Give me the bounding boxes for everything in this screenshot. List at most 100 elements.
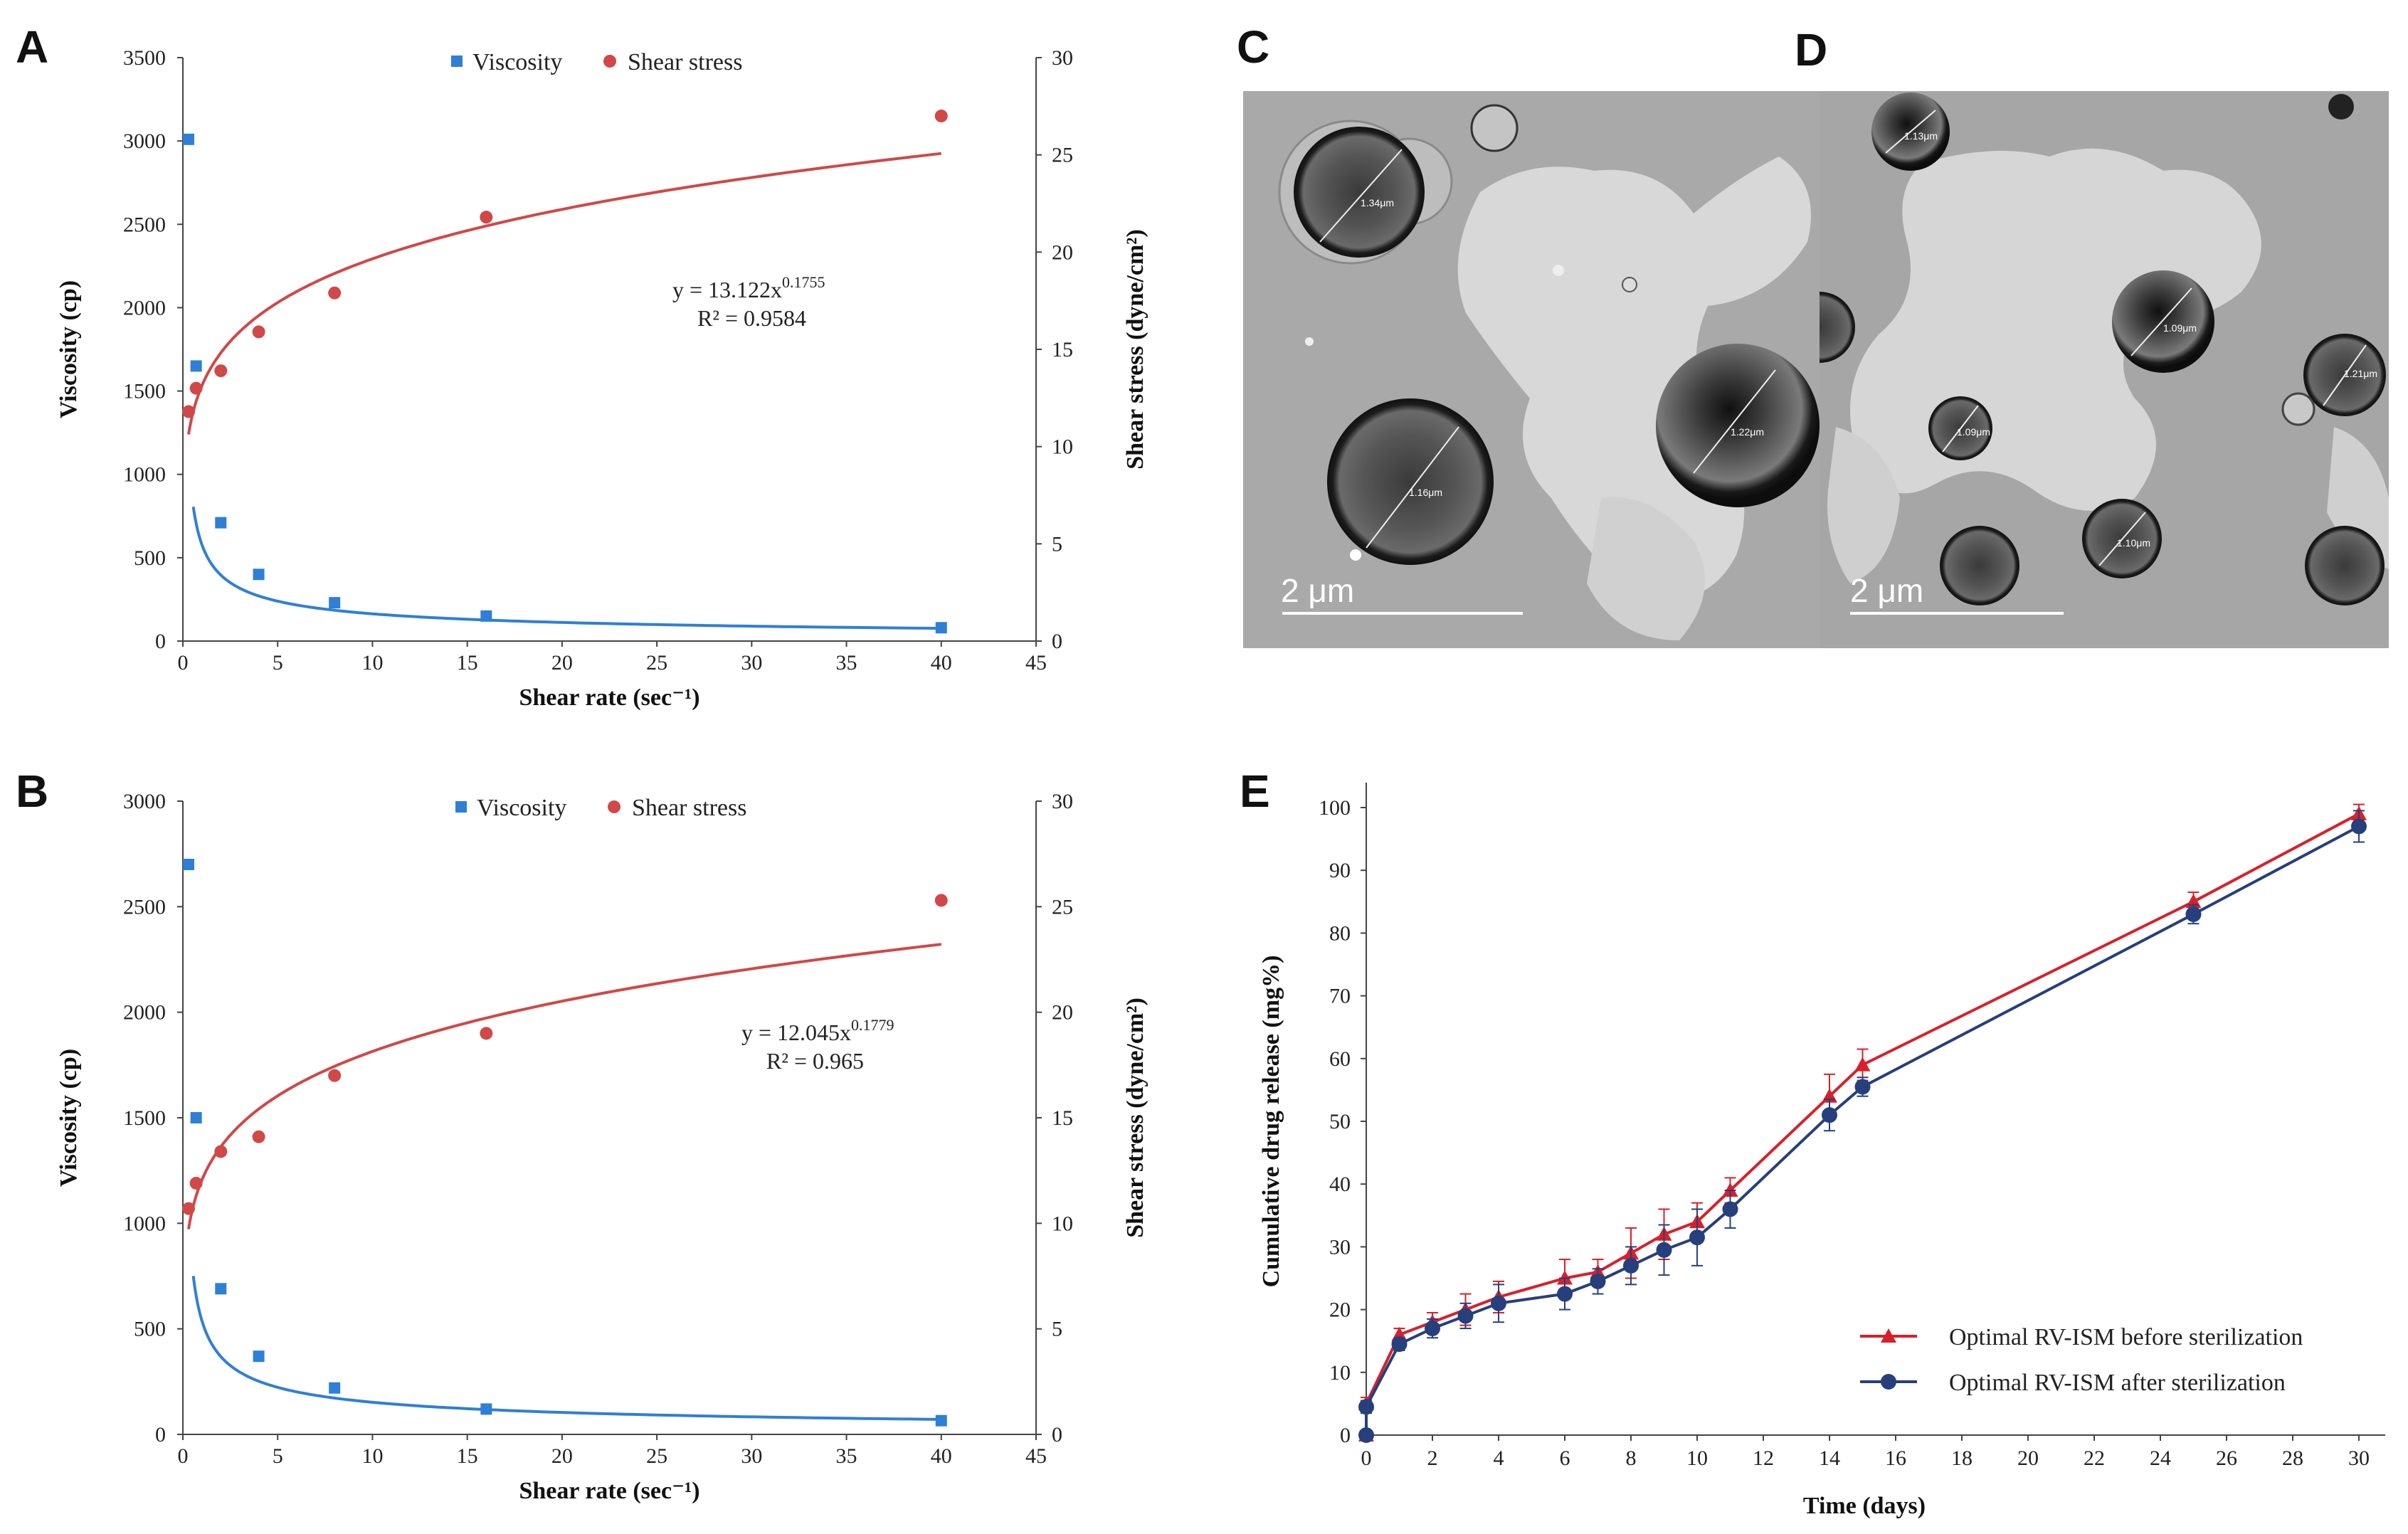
x-tick-label: 14: [1819, 1446, 1840, 1470]
data-point-after: [1822, 1107, 1837, 1123]
y2-tick-label: 5: [1052, 1318, 1062, 1341]
data-point-after: [1854, 1079, 1871, 1095]
y-tick-label: 1500: [123, 1106, 166, 1130]
data-point-after: [1358, 1427, 1374, 1443]
data-point-viscosity: [480, 1403, 492, 1415]
y2-axis-title: Shear stress (dyne/cm²): [1122, 998, 1148, 1238]
y-tick-label: 1000: [123, 463, 166, 487]
x-tick-label: 10: [361, 1444, 383, 1468]
y2-axis-title: Shear stress (dyne/cm²): [1122, 229, 1148, 470]
data-point-after: [1391, 1336, 1408, 1353]
x-tick-label: 6: [1560, 1446, 1570, 1470]
y2-tick-label: 30: [1052, 46, 1073, 70]
y-tick-label: 1000: [123, 1212, 166, 1235]
data-point-viscosity: [190, 360, 202, 372]
panel-label-e: E: [1240, 766, 1270, 817]
micrograph-c: 1.34μm 1.16μm 1.22μm 2 μm: [1243, 91, 1820, 648]
legend-marker-viscosity: [451, 55, 463, 67]
panel-label-c: C: [1237, 21, 1269, 73]
y-tick-label: 30: [1329, 1235, 1351, 1259]
trendline-equation: y = 13.122x0.1755: [672, 273, 825, 302]
micrograph-c-measure-3: 1.22μm: [1731, 426, 1764, 438]
y-tick-label: 50: [1329, 1110, 1351, 1133]
legend-marker-shear-stress: [603, 55, 616, 68]
y-tick-label: 90: [1329, 859, 1351, 882]
micrograph-c-droplet: [1327, 398, 1494, 565]
data-point-shear-stress: [214, 1145, 228, 1158]
data-point-shear-stress: [328, 1069, 342, 1082]
x-tick-label: 40: [931, 1444, 952, 1468]
legend-label-viscosity: Viscosity: [472, 49, 562, 75]
x-tick-label: 5: [273, 1444, 283, 1468]
x-tick-label: 40: [931, 651, 952, 675]
trendline-exponent: 0.1755: [782, 273, 825, 291]
y-tick-label: 3500: [123, 46, 166, 70]
y-tick-label: 3000: [123, 129, 166, 153]
x-tick-label: 0: [178, 1444, 189, 1468]
series-line-before: [1365, 813, 2360, 1435]
micrograph-d: 1.13μm 1.09μm 1.21μm 1.09μm 1.10μm 2 μm: [1820, 91, 2389, 648]
data-point-shear-stress: [480, 1027, 493, 1040]
x-tick-label: 30: [2348, 1446, 2370, 1470]
data-point-after: [1425, 1321, 1440, 1337]
y-tick-label: 0: [155, 1423, 166, 1446]
x-tick-label: 25: [646, 651, 667, 675]
legend-marker-before: [1881, 1328, 1896, 1343]
chart-b-rheology: 0 5 10 15 20 25 30 35 40 450500100015002000250030…: [56, 790, 1148, 1504]
data-point-after: [1656, 1242, 1672, 1258]
y-axis-title: Viscosity (cp): [56, 1049, 82, 1187]
data-point-after: [1457, 1308, 1474, 1324]
micrograph-d-measure-4: 1.09μm: [1957, 426, 1990, 438]
data-point-viscosity: [182, 859, 194, 870]
trendline-viscosity: [191, 506, 941, 630]
x-tick-label: 15: [457, 651, 478, 675]
micrograph-d-droplet: [1820, 292, 1855, 363]
y2-tick-label: 0: [1052, 630, 1062, 653]
data-point-viscosity: [935, 622, 947, 634]
legend-marker-after: [1881, 1374, 1896, 1390]
y2-tick-label: 5: [1052, 532, 1062, 556]
x-tick-label: 20: [2017, 1446, 2039, 1470]
data-point-viscosity: [253, 568, 265, 581]
data-point-viscosity: [329, 1382, 341, 1394]
x-tick-label: 28: [2282, 1446, 2303, 1470]
data-point-after: [1491, 1295, 1506, 1311]
y-tick-label: 0: [1340, 1424, 1351, 1447]
micrograph-c-scale-label: 2 μm: [1281, 572, 1354, 609]
y-tick-label: 80: [1329, 921, 1351, 945]
x-tick-label: 0: [178, 651, 189, 675]
data-point-shear-stress: [214, 364, 228, 378]
x-tick-label: 45: [1025, 651, 1047, 675]
trendline-shear-stress: [187, 152, 942, 435]
micrograph-c-measure-1: 1.34μm: [1361, 197, 1394, 208]
y-axis-title: Cumulative drug release (mg%): [1258, 956, 1284, 1288]
panel-label-d: D: [1795, 24, 1827, 75]
chart-a-rheology: 0 5 10 15 20 25 30 35 40 450500100015002000250030…: [56, 46, 1148, 711]
panel-label-b: B: [16, 766, 48, 817]
x-tick-label: 20: [551, 651, 573, 675]
micrograph-d-measure-3: 1.21μm: [2344, 368, 2377, 379]
data-point-after: [1358, 1399, 1374, 1415]
y-tick-label: 20: [1329, 1298, 1351, 1322]
y2-tick-label: 25: [1052, 144, 1073, 167]
x-tick-label: 12: [1753, 1446, 1774, 1470]
x-tick-label: 4: [1494, 1446, 1504, 1470]
series-line-after: [1365, 825, 2360, 1435]
data-point-shear-stress: [934, 894, 948, 907]
micrograph-d-measure-5: 1.10μm: [2117, 537, 2150, 549]
x-tick-label: 10: [1686, 1446, 1708, 1470]
y2-tick-label: 25: [1052, 895, 1073, 919]
x-tick-label: 18: [1951, 1446, 1973, 1470]
data-point-viscosity: [190, 1112, 202, 1123]
data-point-viscosity: [182, 133, 194, 145]
x-tick-label: 0: [1361, 1446, 1372, 1470]
chart-e-release: 0 2 4 6 8 10 12 14 16 18 20 22 24 26 28 300102030405060…: [1258, 783, 2385, 1519]
y-tick-label: 40: [1329, 1173, 1351, 1196]
y2-tick-label: 20: [1052, 240, 1073, 264]
y2-tick-label: 15: [1052, 1106, 1073, 1130]
trendline-shear-stress: [187, 943, 942, 1229]
x-tick-label: 8: [1626, 1446, 1637, 1470]
data-point-viscosity: [215, 1283, 227, 1295]
data-point-after: [1557, 1286, 1573, 1302]
